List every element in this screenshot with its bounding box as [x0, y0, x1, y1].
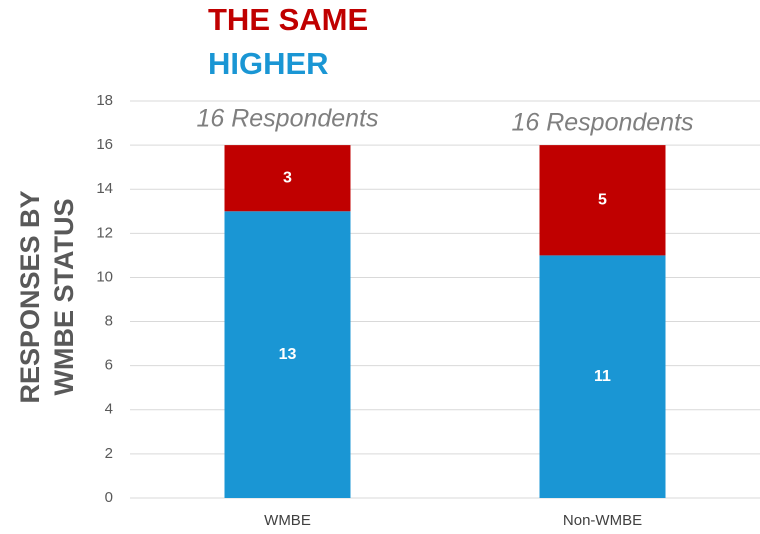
y-tick-label: 12: [96, 224, 113, 241]
data-label: 5: [598, 191, 607, 208]
data-label: 13: [279, 346, 297, 363]
y-axis-label: WMBE STATUS: [49, 199, 79, 396]
x-tick-label: WMBE: [264, 512, 311, 529]
y-tick-label: 16: [96, 136, 113, 153]
y-axis-label: RESPONSES BY: [15, 190, 45, 403]
y-tick-label: 4: [105, 401, 113, 418]
y-tick-label: 2: [105, 445, 113, 462]
y-tick-label: 18: [96, 92, 113, 109]
y-tick-label: 10: [96, 268, 113, 285]
y-tick-label: 6: [105, 357, 113, 374]
y-tick-label: 0: [105, 489, 113, 506]
bar-segment: [539, 255, 666, 498]
bar-segment: [539, 145, 666, 256]
annotation: 16 Respondents: [196, 105, 378, 133]
bar-segment: [224, 211, 351, 498]
data-label: 11: [594, 368, 611, 385]
legend-entry: HIGHER: [208, 46, 329, 81]
data-label: 3: [283, 169, 292, 186]
y-tick-label: 8: [105, 313, 113, 330]
x-tick-label: Non-WMBE: [563, 512, 642, 529]
y-tick-label: 14: [96, 180, 113, 197]
bar-segment: [224, 145, 351, 212]
annotation: 16 Respondents: [511, 109, 693, 137]
legend-entry: THE SAME: [208, 2, 368, 37]
